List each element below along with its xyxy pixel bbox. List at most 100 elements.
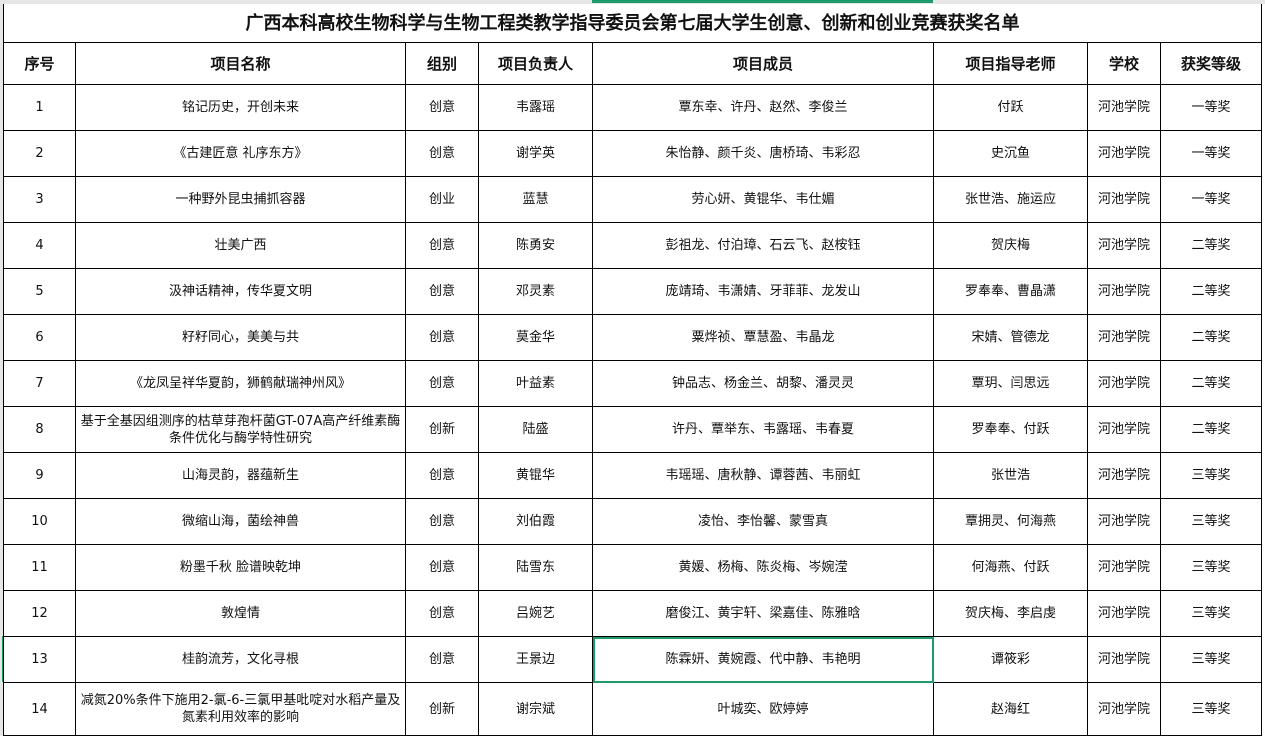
cell-project-name[interactable]: 一种野外昆虫捕抓容器 [75,176,406,223]
cell-group[interactable]: 创意 [405,222,479,269]
cell-index[interactable]: 3 [3,176,76,223]
cell-award[interactable]: 三等奖 [1160,682,1262,736]
cell-leader[interactable]: 谢学英 [478,130,593,177]
cell-school[interactable]: 河池学院 [1087,544,1161,591]
cell-award[interactable]: 一等奖 [1160,176,1262,223]
cell-advisor[interactable]: 贺庆梅、李启虔 [933,590,1088,637]
cell-project-name[interactable]: 山海灵韵，器蕴新生 [75,452,406,499]
cell-advisor[interactable]: 张世浩、施运应 [933,176,1088,223]
cell-award[interactable]: 三等奖 [1160,544,1262,591]
header-col-leader[interactable]: 项目负责人 [478,42,593,85]
cell-members[interactable]: 覃东幸、许丹、赵然、李俊兰 [592,84,934,131]
cell-leader[interactable]: 吕婉艺 [478,590,593,637]
cell-award[interactable]: 二等奖 [1160,406,1262,453]
cell-index[interactable]: 7 [3,360,76,407]
cell-school[interactable]: 河池学院 [1087,360,1161,407]
cell-index[interactable]: 11 [3,544,76,591]
cell-members[interactable]: 粟烨祯、覃慧盈、韦晶龙 [592,314,934,361]
cell-school[interactable]: 河池学院 [1087,222,1161,269]
cell-leader[interactable]: 谢宗斌 [478,682,593,736]
cell-advisor[interactable]: 付跃 [933,84,1088,131]
cell-group[interactable]: 创新 [405,406,479,453]
cell-group[interactable]: 创意 [405,360,479,407]
cell-advisor[interactable]: 赵海红 [933,682,1088,736]
cell-index[interactable]: 10 [3,498,76,545]
cell-group[interactable]: 创意 [405,498,479,545]
cell-group[interactable]: 创意 [405,590,479,637]
header-col-advisor[interactable]: 项目指导老师 [933,42,1088,85]
cell-index[interactable]: 13 [3,636,76,683]
cell-award[interactable]: 一等奖 [1160,84,1262,131]
cell-project-name[interactable]: 《古建匠意 礼序东方》 [75,130,406,177]
cell-leader[interactable]: 陆雪东 [478,544,593,591]
cell-advisor[interactable]: 罗奉奉、曹晶潇 [933,268,1088,315]
header-col-members[interactable]: 项目成员 [592,42,934,85]
cell-members[interactable]: 凌怡、李怡馨、蒙雪真 [592,498,934,545]
cell-leader[interactable]: 蓝慧 [478,176,593,223]
header-col-school[interactable]: 学校 [1087,42,1161,85]
cell-award[interactable]: 三等奖 [1160,590,1262,637]
cell-index[interactable]: 8 [3,406,76,453]
cell-project-name[interactable]: 粉墨千秋 脸谱映乾坤 [75,544,406,591]
cell-group[interactable]: 创业 [405,176,479,223]
cell-group[interactable]: 创意 [405,636,479,683]
cell-leader[interactable]: 黄锟华 [478,452,593,499]
cell-group[interactable]: 创意 [405,544,479,591]
cell-members[interactable]: 叶城奕、欧婷婷 [592,682,934,736]
cell-award[interactable]: 二等奖 [1160,360,1262,407]
cell-leader[interactable]: 陈勇安 [478,222,593,269]
cell-advisor[interactable]: 何海燕、付跃 [933,544,1088,591]
header-col-group[interactable]: 组别 [405,42,479,85]
cell-members[interactable]: 庞靖琦、韦潇婧、牙菲菲、龙发山 [592,268,934,315]
cell-index[interactable]: 6 [3,314,76,361]
cell-school[interactable]: 河池学院 [1087,130,1161,177]
cell-advisor[interactable]: 覃玥、闫思远 [933,360,1088,407]
cell-school[interactable]: 河池学院 [1087,314,1161,361]
cell-award[interactable]: 一等奖 [1160,130,1262,177]
cell-project-name[interactable]: 汲神话精神，传华夏文明 [75,268,406,315]
cell-members[interactable]: 许丹、覃举东、韦露瑶、韦春夏 [592,406,934,453]
cell-leader[interactable]: 刘伯霞 [478,498,593,545]
cell-members[interactable]: 朱怡静、颜千炎、唐桥琦、韦彩忍 [592,130,934,177]
cell-award[interactable]: 二等奖 [1160,268,1262,315]
cell-advisor[interactable]: 罗奉奉、付跃 [933,406,1088,453]
cell-index[interactable]: 9 [3,452,76,499]
cell-index[interactable]: 4 [3,222,76,269]
cell-group[interactable]: 创意 [405,452,479,499]
cell-school[interactable]: 河池学院 [1087,590,1161,637]
cell-leader[interactable]: 陆盛 [478,406,593,453]
cell-advisor[interactable]: 谭筱彩 [933,636,1088,683]
cell-leader[interactable]: 王景边 [478,636,593,683]
cell-school[interactable]: 河池学院 [1087,498,1161,545]
cell-group[interactable]: 创新 [405,682,479,736]
cell-advisor[interactable]: 贺庆梅 [933,222,1088,269]
cell-advisor[interactable]: 覃拥灵、何海燕 [933,498,1088,545]
cell-leader[interactable]: 叶益素 [478,360,593,407]
cell-project-name[interactable]: 铭记历史，开创未来 [75,84,406,131]
cell-members[interactable]: 磨俊江、黄宇轩、梁嘉佳、陈雅晗 [592,590,934,637]
cell-award[interactable]: 二等奖 [1160,314,1262,361]
sheet-title[interactable]: 广西本科高校生物科学与生物工程类教学指导委员会第七届大学生创意、创新和创业竞赛获… [3,4,1262,43]
cell-school[interactable]: 河池学院 [1087,84,1161,131]
cell-members[interactable]: 彭祖龙、付泊璋、石云飞、赵桉钰 [592,222,934,269]
cell-members[interactable]: 劳心妍、黄锟华、韦仕媚 [592,176,934,223]
cell-award[interactable]: 三等奖 [1160,498,1262,545]
cell-index[interactable]: 12 [3,590,76,637]
cell-project-name[interactable]: 《龙凤呈祥华夏韵，狮鹤献瑞神州风》 [75,360,406,407]
cell-group[interactable]: 创意 [405,130,479,177]
cell-school[interactable]: 河池学院 [1087,268,1161,315]
cell-advisor[interactable]: 张世浩 [933,452,1088,499]
cell-group[interactable]: 创意 [405,314,479,361]
cell-index[interactable]: 2 [3,130,76,177]
cell-school[interactable]: 河池学院 [1087,636,1161,683]
cell-school[interactable]: 河池学院 [1087,406,1161,453]
cell-school[interactable]: 河池学院 [1087,176,1161,223]
cell-award[interactable]: 二等奖 [1160,222,1262,269]
cell-award[interactable]: 三等奖 [1160,452,1262,499]
cell-group[interactable]: 创意 [405,268,479,315]
cell-leader[interactable]: 韦露瑶 [478,84,593,131]
cell-school[interactable]: 河池学院 [1087,452,1161,499]
cell-project-name[interactable]: 减氮20%条件下施用2-氯-6-三氯甲基吡啶对水稻产量及氮素利用效率的影响 [75,682,406,736]
cell-members[interactable]: 钟品志、杨金兰、胡黎、潘灵灵 [592,360,934,407]
cell-advisor[interactable]: 史沉鱼 [933,130,1088,177]
